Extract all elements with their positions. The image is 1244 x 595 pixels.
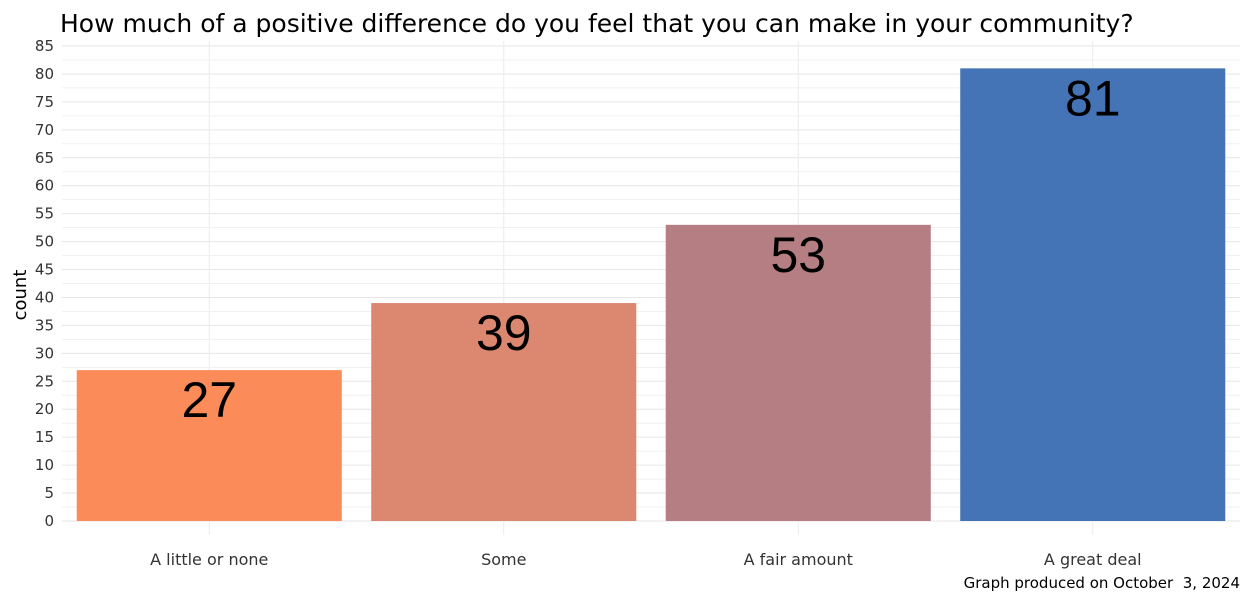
y-tick-label: 30: [35, 344, 54, 362]
data-label: 53: [770, 227, 826, 283]
bars: [76, 68, 1226, 522]
y-axis-label: count: [10, 270, 31, 321]
x-tick-label: A fair amount: [744, 550, 853, 569]
y-tick-label: 0: [44, 512, 54, 530]
y-tick-label: 75: [35, 93, 54, 111]
y-tick-label: 20: [35, 400, 54, 418]
y-tick-label: 35: [35, 316, 54, 334]
y-tick-label: 5: [44, 484, 54, 502]
y-tick-label: 50: [35, 233, 54, 251]
y-tick-label: 10: [35, 456, 54, 474]
x-tick-label: A great deal: [1044, 550, 1142, 569]
bar-2: [371, 303, 637, 521]
x-tick-label: Some: [481, 550, 526, 569]
y-tick-label: 15: [35, 428, 54, 446]
y-tick-label: 60: [35, 177, 54, 195]
y-tick-label: 65: [35, 149, 54, 167]
y-tick-label: 85: [35, 37, 54, 55]
y-tick-label: 45: [35, 261, 54, 279]
y-tick-label: 55: [35, 205, 54, 223]
y-tick-label: 25: [35, 372, 54, 390]
data-label: 27: [181, 372, 237, 428]
bar-4: [960, 68, 1226, 522]
caption: Graph produced on October 3, 2024: [964, 574, 1240, 592]
data-label: 39: [476, 305, 532, 361]
y-tick-label: 70: [35, 121, 54, 139]
bar-3: [665, 224, 931, 521]
y-tick-label: 80: [35, 65, 54, 83]
bar-1: [76, 370, 342, 521]
data-labels: 27 39 53 81: [181, 70, 1120, 428]
x-axis-ticks: A little or none Some A fair amount A great…: [150, 550, 1141, 569]
chart-title: How much of a positive difference do you…: [60, 9, 1134, 38]
y-axis-ticks: 0 5 10 15 20 25 30 35 40 45 50 55 60 65 70 75 80 85: [35, 37, 54, 530]
data-label: 81: [1065, 70, 1121, 126]
x-tick-label: A little or none: [150, 550, 268, 569]
y-tick-label: 40: [35, 288, 54, 306]
